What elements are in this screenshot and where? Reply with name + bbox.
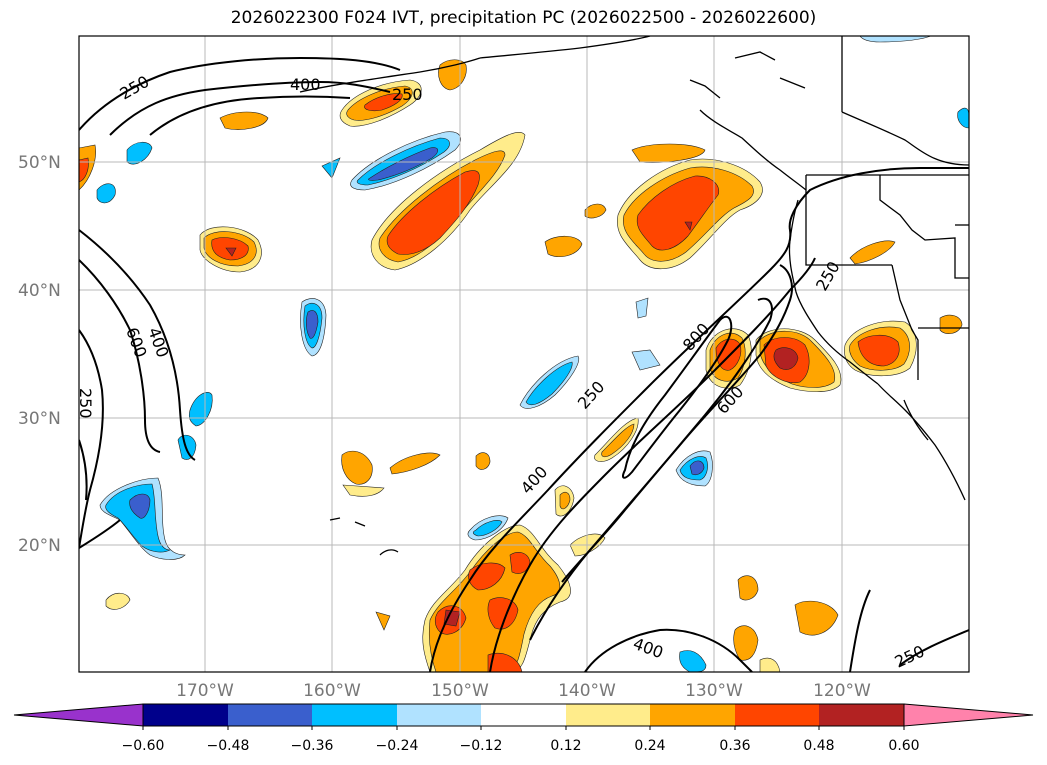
- colorbar: −0.60 −0.48 −0.36 −0.24 −0.12 0.12 0.24 …: [13, 703, 1034, 754]
- svg-text:−0.60: −0.60: [122, 738, 165, 754]
- svg-text:120°W: 120°W: [813, 681, 871, 701]
- longitude-labels: 170°W 160°W 150°W 140°W 130°W 120°W: [176, 681, 871, 701]
- map-frame: [78, 35, 970, 673]
- contour-label-250: 250: [76, 388, 95, 419]
- svg-text:0.12: 0.12: [550, 738, 581, 754]
- svg-text:30°N: 30°N: [18, 409, 61, 429]
- svg-text:−0.36: −0.36: [291, 738, 334, 754]
- contour-label-250: 250: [392, 85, 423, 104]
- svg-text:0.60: 0.60: [888, 738, 919, 754]
- svg-text:20°N: 20°N: [18, 536, 61, 556]
- map-panel: 250 400 250 600 400 250 250 400 800 600 …: [76, 36, 969, 672]
- svg-text:−0.24: −0.24: [376, 738, 419, 754]
- svg-text:50°N: 50°N: [18, 153, 61, 173]
- svg-text:0.36: 0.36: [719, 738, 750, 754]
- svg-text:130°W: 130°W: [685, 681, 743, 701]
- svg-text:0.48: 0.48: [803, 738, 834, 754]
- contour-label-400: 400: [290, 75, 321, 94]
- ivt-contours: [79, 56, 969, 672]
- latitude-labels: 50°N 40°N 30°N 20°N: [18, 153, 61, 556]
- svg-text:40°N: 40°N: [18, 281, 61, 301]
- svg-text:160°W: 160°W: [303, 681, 361, 701]
- precip-pc-fill: [79, 36, 969, 672]
- svg-text:140°W: 140°W: [558, 681, 616, 701]
- graticule: [79, 36, 969, 672]
- svg-text:0.24: 0.24: [634, 738, 665, 754]
- svg-text:150°W: 150°W: [431, 681, 489, 701]
- svg-text:−0.12: −0.12: [460, 738, 503, 754]
- map-title: 2026022300 F024 IVT, precipitation PC (2…: [230, 8, 817, 28]
- svg-text:−0.48: −0.48: [207, 738, 250, 754]
- svg-text:170°W: 170°W: [176, 681, 234, 701]
